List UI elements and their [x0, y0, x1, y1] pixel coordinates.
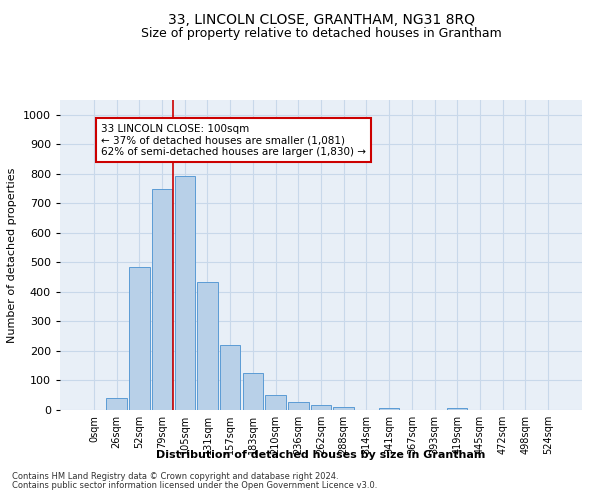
- Bar: [311, 406, 331, 410]
- Text: 33, LINCOLN CLOSE, GRANTHAM, NG31 8RQ: 33, LINCOLN CLOSE, GRANTHAM, NG31 8RQ: [167, 12, 475, 26]
- Text: Distribution of detached houses by size in Grantham: Distribution of detached houses by size …: [157, 450, 485, 460]
- Bar: [288, 402, 308, 410]
- Bar: [129, 268, 149, 410]
- Bar: [175, 176, 195, 410]
- Text: Size of property relative to detached houses in Grantham: Size of property relative to detached ho…: [140, 28, 502, 40]
- Text: Contains HM Land Registry data © Crown copyright and database right 2024.: Contains HM Land Registry data © Crown c…: [12, 472, 338, 481]
- Bar: [152, 189, 172, 410]
- Bar: [265, 395, 286, 410]
- Bar: [220, 345, 241, 410]
- Bar: [334, 407, 354, 410]
- Bar: [242, 372, 263, 410]
- Text: Contains public sector information licensed under the Open Government Licence v3: Contains public sector information licen…: [12, 481, 377, 490]
- Bar: [379, 408, 400, 410]
- Bar: [197, 282, 218, 410]
- Bar: [447, 408, 467, 410]
- Y-axis label: Number of detached properties: Number of detached properties: [7, 168, 17, 342]
- Bar: [106, 398, 127, 410]
- Text: 33 LINCOLN CLOSE: 100sqm
← 37% of detached houses are smaller (1,081)
62% of sem: 33 LINCOLN CLOSE: 100sqm ← 37% of detach…: [101, 124, 366, 157]
